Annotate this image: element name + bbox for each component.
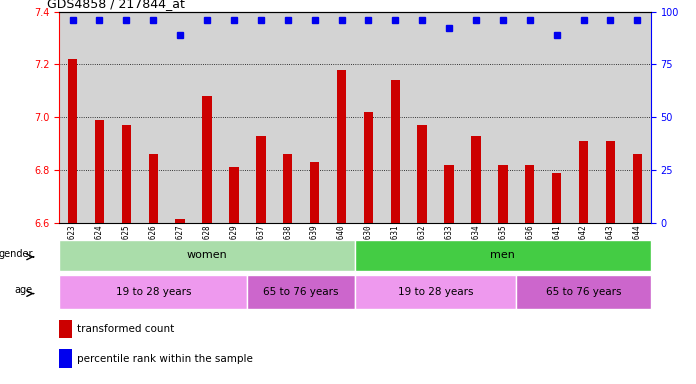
Bar [525, 165, 535, 223]
Bar [328, 12, 355, 223]
Bar [113, 12, 140, 223]
Bar [68, 59, 77, 223]
Bar [59, 349, 72, 368]
Bar [516, 275, 651, 309]
Text: 65 to 76 years: 65 to 76 years [263, 287, 339, 297]
Bar [489, 12, 516, 223]
Bar [301, 12, 328, 223]
Bar [140, 12, 167, 223]
Text: 19 to 28 years: 19 to 28 years [398, 287, 473, 297]
Bar [444, 165, 454, 223]
Bar [95, 120, 104, 223]
Bar [59, 12, 86, 223]
Bar [552, 172, 562, 223]
Bar [310, 162, 319, 223]
Text: men: men [491, 250, 515, 260]
Bar [122, 125, 131, 223]
Bar [59, 319, 72, 339]
Bar [337, 70, 346, 223]
Bar [256, 136, 266, 223]
Bar [516, 12, 543, 223]
Text: women: women [187, 250, 228, 260]
Bar [274, 12, 301, 223]
Text: transformed count: transformed count [77, 324, 174, 334]
Bar [247, 12, 274, 223]
Bar [624, 12, 651, 223]
Bar [606, 141, 615, 223]
Bar [229, 167, 239, 223]
Bar [221, 12, 247, 223]
Bar [409, 12, 436, 223]
Text: age: age [15, 285, 33, 295]
Bar [167, 12, 193, 223]
Bar [418, 125, 427, 223]
Bar [390, 80, 400, 223]
Bar [203, 96, 212, 223]
Bar [498, 165, 507, 223]
Bar [175, 219, 185, 223]
Bar [471, 136, 481, 223]
Bar [355, 240, 651, 271]
Bar [382, 12, 409, 223]
Bar [59, 240, 355, 271]
Text: percentile rank within the sample: percentile rank within the sample [77, 354, 253, 364]
Bar [355, 275, 516, 309]
Bar [247, 275, 355, 309]
Bar [597, 12, 624, 223]
Bar [148, 154, 158, 223]
Bar [570, 12, 597, 223]
Bar [193, 12, 221, 223]
Bar [436, 12, 463, 223]
Text: 65 to 76 years: 65 to 76 years [546, 287, 622, 297]
Text: gender: gender [0, 249, 33, 259]
Bar [355, 12, 382, 223]
Bar [283, 154, 292, 223]
Bar [59, 275, 247, 309]
Bar [633, 154, 642, 223]
Bar [579, 141, 588, 223]
Text: GDS4858 / 217844_at: GDS4858 / 217844_at [47, 0, 185, 10]
Text: 19 to 28 years: 19 to 28 years [116, 287, 191, 297]
Bar [463, 12, 489, 223]
Bar [86, 12, 113, 223]
Bar [364, 112, 373, 223]
Bar [543, 12, 570, 223]
